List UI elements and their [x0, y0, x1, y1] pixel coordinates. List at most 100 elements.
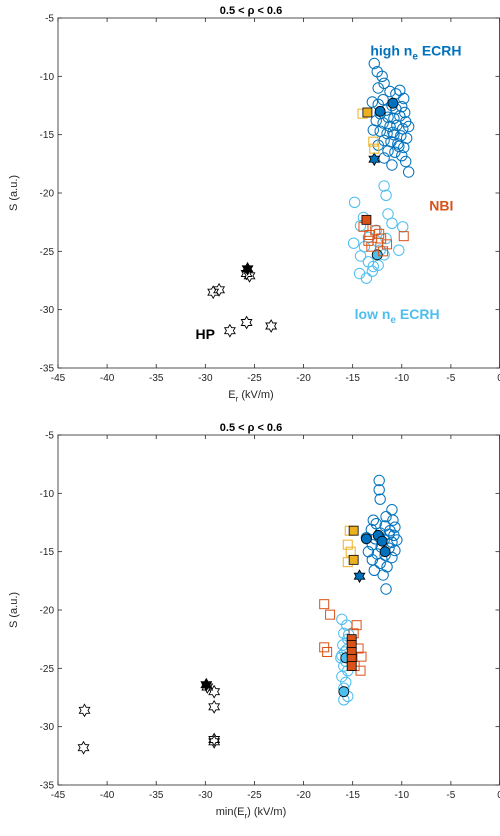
data-point-square [398, 231, 409, 242]
data-point-hexagram [208, 734, 221, 749]
data-point-circle [377, 117, 389, 129]
y-tick-label: -25 [40, 247, 55, 258]
data-point-hexagram [223, 323, 236, 338]
data-point-hexagram [208, 732, 221, 747]
data-point-circle [382, 208, 394, 220]
x-tick-label: -5 [446, 373, 455, 384]
data-point-circle [358, 240, 371, 253]
data-point-circle [382, 145, 394, 157]
data-point-circle [368, 564, 380, 577]
data-point-circle [398, 92, 410, 105]
y-tick-label: -5 [45, 431, 54, 442]
data-point-square [348, 525, 359, 536]
data-point-hexagram [208, 684, 221, 699]
data-point-circle [393, 140, 405, 153]
data-point-square [342, 539, 353, 550]
annotation-label: low ne ECRH [355, 306, 440, 326]
data-point-circle [368, 57, 380, 70]
data-point-circle [397, 221, 409, 233]
x-axis-label: min(Er) (kV/m) [216, 806, 286, 820]
data-point-square [382, 239, 393, 250]
bottom-scatter-chart: 0.5 < ρ < 0.6 -45 -40 -35 -30 -25 -20 -15 -10 -5 0… [8, 422, 500, 820]
x-tick-label: -40 [100, 373, 115, 384]
data-point-hexagram [240, 315, 253, 330]
data-point-hexagram [213, 282, 226, 297]
data-point-circle [367, 124, 379, 136]
data-point-circle [380, 583, 392, 595]
x-tick-label: -25 [247, 790, 262, 801]
top-scatter-chart: 0.5 < ρ < 0.6 -45 -40 -35 -30 -25 -20 -15 -10 -5 0… [8, 5, 500, 403]
y-tick-label: -35 [40, 364, 55, 375]
data-point-circle [372, 82, 384, 94]
data-point-circle [360, 272, 373, 284]
x-tick-label: -30 [198, 790, 213, 801]
x-tick-label: 0 [497, 373, 500, 384]
data-point-hexagram [368, 152, 381, 167]
data-point-circle [377, 569, 389, 581]
data-point-circle [386, 503, 398, 516]
x-axis-label: Er (kV/m) [228, 389, 273, 403]
data-point-square [366, 241, 377, 252]
x-tick-label: -40 [100, 790, 115, 801]
data-point-square [370, 225, 381, 236]
data-point-circle [371, 249, 383, 261]
data-point-circle [374, 125, 386, 137]
data-point-square [374, 228, 385, 239]
x-tick-label: -5 [446, 790, 455, 801]
data-point-circle [367, 514, 379, 526]
data-point-hexagram [243, 268, 256, 283]
x-tick-label: -20 [296, 373, 311, 384]
data-point-circle [400, 155, 412, 168]
data-point-circle [366, 538, 379, 551]
annotation-label: NBI [429, 198, 453, 214]
annotation-label: high ne ECRH [370, 42, 461, 62]
x-tick-label: -15 [345, 790, 360, 801]
data-point-circle [391, 534, 403, 546]
data-point-square [325, 609, 336, 620]
x-tick-label: -30 [198, 373, 213, 384]
x-tick-label: -15 [345, 373, 360, 384]
y-tick-label: -5 [45, 14, 54, 25]
data-point-square [322, 647, 333, 657]
data-point-square [363, 235, 374, 246]
data-point-square [346, 661, 357, 671]
y-tick-label: -35 [40, 781, 55, 792]
data-point-square [361, 214, 372, 225]
data-point-circle [397, 123, 409, 135]
y-tick-label: -10 [40, 72, 55, 83]
y-tick-label: -15 [40, 547, 55, 558]
data-point-hexagram [77, 740, 90, 755]
data-point-circle [338, 686, 350, 698]
data-point-square [368, 136, 379, 147]
data-point-square [362, 107, 373, 118]
y-tick-label: -15 [40, 130, 55, 141]
y-tick-label: -20 [40, 606, 55, 617]
data-point-circle [398, 141, 410, 154]
y-axis-label: S (a.u.) [8, 592, 20, 628]
data-point-circle [378, 180, 390, 192]
data-point-circle [348, 196, 361, 209]
x-tick-label: -10 [395, 790, 410, 801]
data-point-circle [386, 159, 398, 171]
x-tick-label: -45 [51, 790, 66, 801]
data-point-square [348, 554, 359, 565]
data-point-circle [402, 120, 415, 133]
data-point-circle [340, 676, 352, 689]
chart-title: 0.5 < ρ < 0.6 [220, 422, 282, 434]
data-point-square [351, 620, 362, 631]
x-tick-label: -35 [149, 790, 164, 801]
data-point-square [378, 246, 389, 257]
y-tick-label: -25 [40, 664, 55, 675]
y-tick-label: -20 [40, 189, 55, 200]
x-tick-label: -25 [247, 373, 262, 384]
data-point-circle [388, 112, 400, 125]
data-point-circle [373, 474, 385, 487]
data-point-hexagram [78, 703, 91, 718]
data-point-circle [347, 237, 360, 249]
data-point-circle [389, 146, 401, 158]
data-point-circle [386, 217, 398, 230]
data-point-circle [386, 551, 398, 564]
y-tick-label: -30 [40, 305, 55, 316]
data-point-circle [376, 70, 388, 83]
data-point-circle [380, 189, 392, 202]
